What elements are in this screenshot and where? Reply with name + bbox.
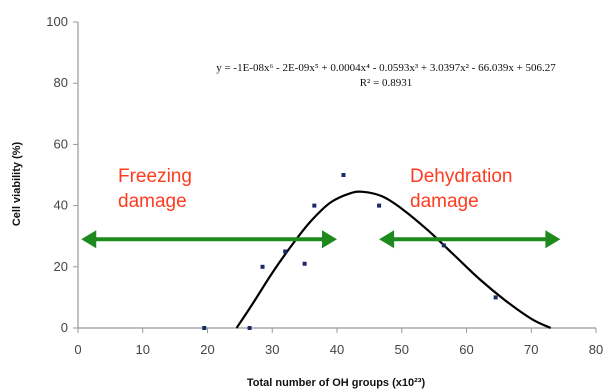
data-point [493,295,498,300]
data-point [341,173,346,177]
data-point [283,249,288,254]
x-tick-label: 70 [524,342,538,357]
data-points [202,173,498,330]
y-tick-label: 100 [46,14,68,29]
trendline-equation: y = -1E-08x⁶ - 2E-09x⁵ + 0.0004x⁴ - 0.05… [216,62,556,74]
x-tick-label: 10 [136,342,150,357]
x-tick-label: 30 [265,342,279,357]
arrow-head-right [322,230,337,249]
x-tick-label: 0 [74,342,81,357]
trendline-layer [235,190,552,330]
freezing-annotation-line-2: damage [118,191,187,212]
arrow-head-left [379,230,395,249]
data-point [377,203,382,208]
data-point [312,203,317,208]
x-tick-label: 50 [395,342,409,357]
data-point [302,261,307,266]
y-tick-label: 40 [54,198,68,213]
r-squared-label: R² = 0.8931 [360,77,413,89]
dehydration-annotation-line-2: damage [410,191,479,212]
arrow-layer [81,230,561,249]
trendline-curve [235,190,552,330]
freezing-annotation-line-1: Freezing [118,166,192,187]
x-axis-title: Total number of OH groups (x10²³) [247,377,426,389]
y-tick-label: 80 [54,75,68,90]
x-tick-label: 40 [330,342,344,357]
data-point [260,264,265,269]
y-tick-label: 60 [54,136,68,151]
arrow-head-right [545,230,561,249]
x-tick-label: 80 [589,342,603,357]
x-tick-label: 20 [200,342,214,357]
data-point [441,243,446,248]
data-point [202,326,207,330]
arrow-head-left [81,230,97,249]
x-tick-label: 60 [459,342,473,357]
data-point [247,326,252,330]
y-tick-label: 20 [54,259,68,274]
y-axis-title: Cell viability (%) [11,141,23,226]
axes: 0 20 40 60 80 100 0 10 20 30 40 50 60 70 80 [46,14,603,357]
dehydration-annotation-line-1: Dehydration [410,166,512,187]
y-tick-label: 0 [61,320,68,335]
